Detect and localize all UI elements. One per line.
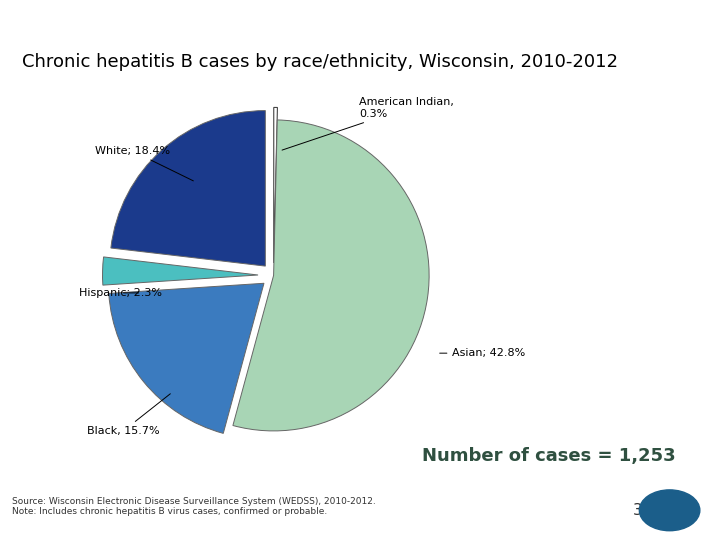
Wedge shape [111, 111, 266, 266]
Text: COMMUNICABLE DISEASE: COMMUNICABLE DISEASE [9, 16, 199, 29]
Text: American Indian,
0.3%: American Indian, 0.3% [282, 97, 454, 150]
Text: 33: 33 [632, 503, 652, 518]
Text: Chronic hepatitis B cases by race/ethnicity, Wisconsin, 2010-2012: Chronic hepatitis B cases by race/ethnic… [22, 53, 618, 71]
Text: Incidence of communicable disease: Incidence of communicable disease [473, 16, 711, 29]
Wedge shape [233, 120, 429, 431]
Circle shape [639, 490, 700, 531]
Text: Hispanic; 2.3%: Hispanic; 2.3% [79, 288, 162, 298]
Wedge shape [274, 107, 277, 263]
Text: Number of cases = 1,253: Number of cases = 1,253 [423, 447, 676, 465]
Text: Black, 15.7%: Black, 15.7% [87, 394, 171, 436]
Wedge shape [102, 257, 258, 285]
Text: Source: Wisconsin Electronic Disease Surveillance System (WEDSS), 2010-2012.
Not: Source: Wisconsin Electronic Disease Sur… [12, 497, 376, 516]
Text: White; 18.4%: White; 18.4% [95, 146, 194, 181]
Wedge shape [109, 284, 264, 434]
Text: Asian; 42.8%: Asian; 42.8% [440, 348, 526, 358]
